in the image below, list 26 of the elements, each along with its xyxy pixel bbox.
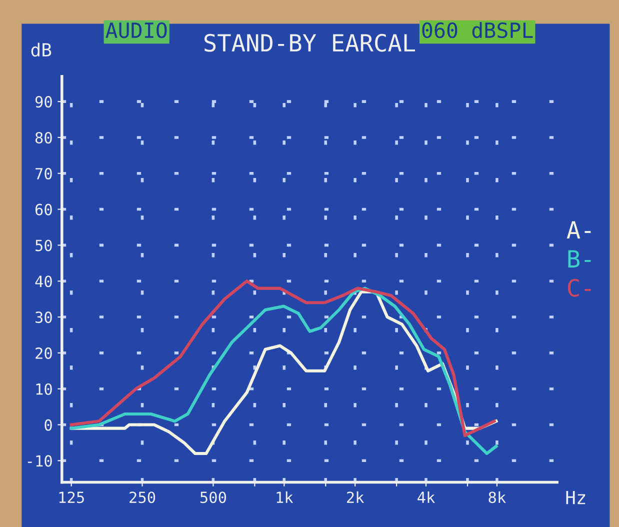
x-axis-title: Hz bbox=[566, 490, 586, 504]
y-tick-label: 30 bbox=[36, 312, 52, 324]
y-tick-label: 80 bbox=[35, 132, 52, 144]
text: 060 dBSPL bbox=[422, 22, 533, 38]
x-tick-label: 250 bbox=[130, 492, 156, 504]
y-tick-label: 50 bbox=[36, 240, 52, 252]
x-tick-label: 4k bbox=[418, 491, 435, 503]
x-tick-label: 2k bbox=[347, 491, 364, 503]
x-tick-label: 1k bbox=[276, 491, 294, 503]
text: AUDIO bbox=[106, 22, 167, 38]
x-tick-label: 125 bbox=[59, 492, 84, 504]
y-tick-label: 90 bbox=[35, 96, 52, 108]
text: C- bbox=[568, 278, 591, 297]
y-tick-label: 40 bbox=[35, 276, 52, 288]
text: A- bbox=[566, 221, 591, 238]
y-tick-label: 10 bbox=[36, 383, 52, 395]
y-tick-label: 60 bbox=[35, 204, 52, 216]
y-tick-label: -10 bbox=[28, 455, 52, 467]
text: B- bbox=[568, 250, 591, 268]
y-tick-label: 20 bbox=[36, 347, 52, 359]
y-axis-title: dB bbox=[31, 42, 52, 57]
x-tick-label: 500 bbox=[200, 492, 226, 504]
chart-title: STAND-BY EARCAL bbox=[204, 34, 416, 52]
y-tick-label: 0 bbox=[44, 419, 52, 431]
x-tick-label: 8k bbox=[488, 491, 506, 504]
y-tick-label: 70 bbox=[36, 168, 52, 180]
